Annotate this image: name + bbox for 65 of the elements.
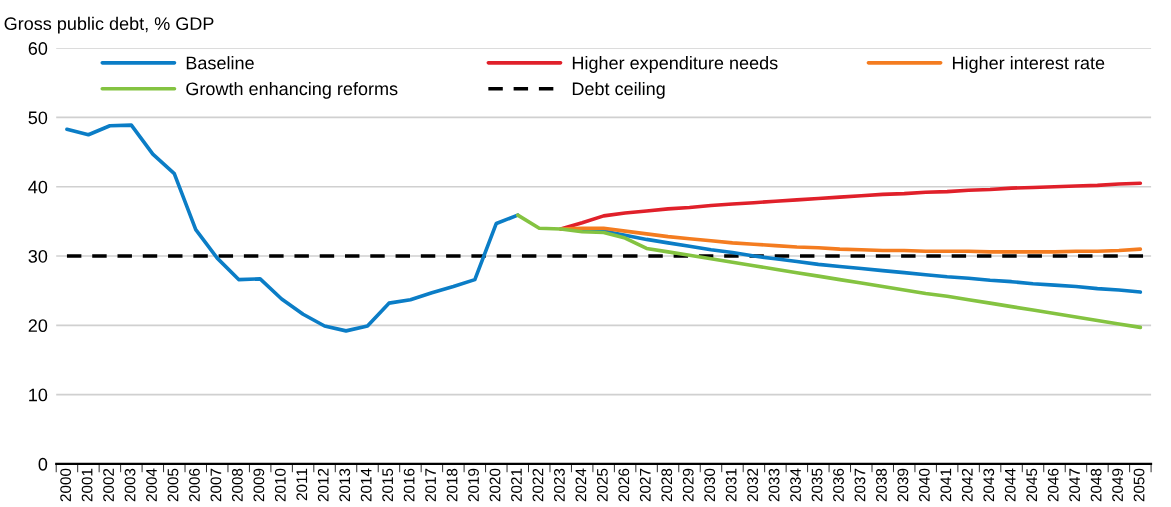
x-tick-label: 2002 <box>103 468 114 502</box>
x-tick-label: 2035 <box>811 468 823 502</box>
x-tick-label: 2001 <box>81 468 93 502</box>
x-tick-label: 2008 <box>231 468 243 502</box>
x-tick-label: 2014 <box>360 468 372 502</box>
x-tick-label: 2005 <box>167 468 179 502</box>
y-tick-label: 40 <box>28 180 48 194</box>
x-tick-label: 2032 <box>747 468 759 502</box>
x-tick-label: 2003 <box>124 468 136 502</box>
x-tick-label: 2025 <box>596 468 608 502</box>
x-tick-label: 2006 <box>189 468 200 502</box>
legend-label: Higher expenditure needs <box>572 56 778 73</box>
x-tick-label: 2047 <box>1069 468 1081 502</box>
legend-label: Growth enhancing reforms <box>186 81 398 99</box>
legend-label: Baseline <box>186 56 254 70</box>
x-tick-label: 2028 <box>661 468 673 502</box>
y-axis-title: Gross public debt, % GDP <box>4 16 214 34</box>
x-tick-label: 2036 <box>833 468 844 502</box>
x-tick-label: 2050 <box>1133 468 1145 502</box>
x-tick-label: 2020 <box>489 468 501 502</box>
x-tick-label: 2039 <box>897 468 909 502</box>
y-tick-label: 20 <box>28 319 48 333</box>
x-tick-label: 2010 <box>274 468 286 502</box>
y-tick-label: 60 <box>28 42 48 55</box>
x-tick-label: 2031 <box>725 468 737 502</box>
x-tick-label: 2030 <box>704 468 716 502</box>
x-tick-label: 2011 <box>296 468 308 501</box>
x-tick-label: 2018 <box>446 468 458 502</box>
x-tick-label: 2016 <box>403 468 415 502</box>
x-tick-label: 2034 <box>790 468 801 502</box>
x-tick-label: 2048 <box>1090 468 1102 502</box>
x-tick-label: 2043 <box>983 468 995 502</box>
x-tick-label: 2045 <box>1026 468 1038 502</box>
x-tick-label: 2000 <box>60 468 72 502</box>
y-tick-label: 0 <box>38 457 48 471</box>
y-tick-label: 10 <box>29 388 48 402</box>
x-tick-label: 2026 <box>618 468 630 502</box>
x-tick-label: 2023 <box>554 468 565 502</box>
x-tick-label: 2046 <box>1047 468 1059 502</box>
x-tick-label: 2049 <box>1112 468 1123 502</box>
line-series <box>515 213 1143 330</box>
x-tick-label: 2022 <box>532 468 544 502</box>
x-tick-label: 2044 <box>1004 468 1016 502</box>
x-tick-label: 2033 <box>768 468 780 502</box>
x-tick-label: 2027 <box>639 468 651 502</box>
x-tick-label: 2013 <box>339 468 351 502</box>
x-tick-label: 2009 <box>253 468 265 502</box>
legend-label: Debt ceiling <box>572 81 665 99</box>
x-tick-label: 2019 <box>468 468 479 502</box>
x-tick-label: 2040 <box>918 468 930 502</box>
x-tick-label: 2029 <box>682 468 694 502</box>
x-tick-label: 2042 <box>961 468 973 502</box>
y-tick-label: 50 <box>28 111 48 125</box>
x-tick-label: 2041 <box>940 468 952 502</box>
legend-label: Higher interest rate <box>952 56 1105 73</box>
x-tick-label: 2004 <box>146 468 157 502</box>
y-tick-label: 30 <box>28 249 48 263</box>
x-tick-label: 2021 <box>511 468 522 502</box>
x-tick-label: 2037 <box>854 468 866 502</box>
x-tick-label: 2012 <box>317 468 329 502</box>
x-tick-label: 2024 <box>575 468 587 502</box>
x-tick-label: 2015 <box>382 468 394 502</box>
x-tick-label: 2007 <box>210 468 222 502</box>
x-tick-label: 2017 <box>425 468 436 502</box>
x-tick-label: 2038 <box>876 468 887 502</box>
